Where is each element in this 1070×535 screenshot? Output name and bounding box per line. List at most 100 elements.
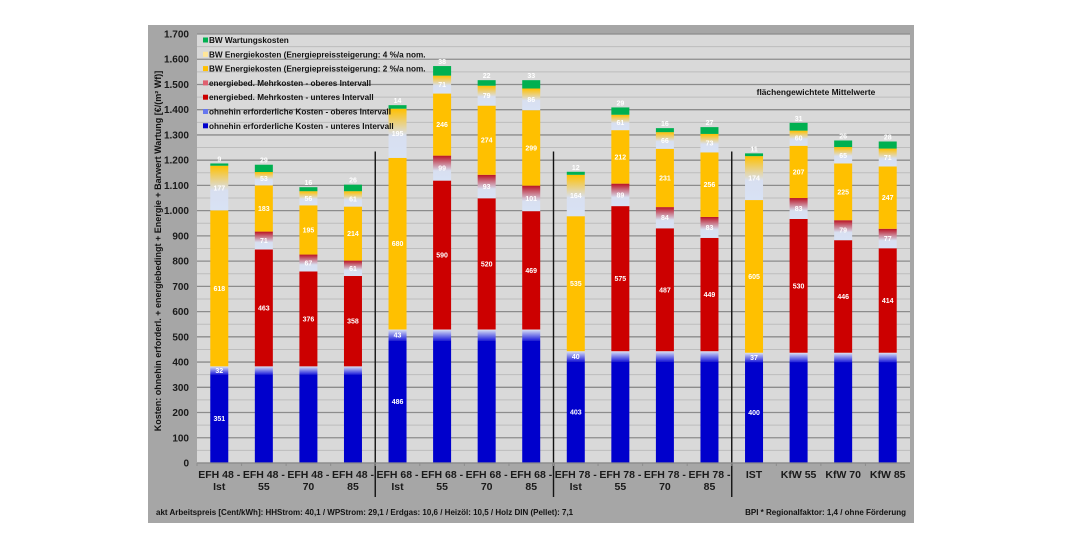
- bar-segment: [388, 105, 407, 109]
- data-label: 61: [616, 120, 624, 127]
- bar-segment: [299, 205, 318, 255]
- bar-segment: [343, 260, 362, 277]
- bar-stack: 414 77 247 71 28: [878, 135, 897, 463]
- data-label: 376: [303, 316, 315, 323]
- y-tick-label: 100: [172, 433, 189, 444]
- y-tick-label: 600: [172, 307, 189, 318]
- data-label: 56: [305, 196, 313, 203]
- x-tick-label: 55: [615, 481, 627, 493]
- data-label: 93: [483, 184, 491, 191]
- bar-stack: 463 71 183 53 29: [254, 158, 273, 463]
- data-label: 214: [347, 231, 359, 238]
- y-tick-label: 200: [172, 408, 189, 419]
- y-tick-label: 400: [172, 358, 189, 369]
- y-tick-label: 800: [172, 257, 189, 268]
- data-label: 22: [483, 73, 491, 80]
- data-label: 590: [436, 253, 448, 260]
- bar-segment: [878, 248, 897, 353]
- bar-segment: [789, 130, 808, 146]
- data-label: 26: [349, 178, 357, 185]
- bar-segment: [566, 174, 585, 217]
- bar-segment: [477, 174, 496, 199]
- y-tick-label: 300: [172, 383, 189, 394]
- x-tick-label: EFH 68 -: [377, 469, 420, 481]
- bar-segment: [343, 366, 362, 375]
- bar-segment: [433, 180, 452, 330]
- bar-segment: [834, 220, 853, 241]
- data-label: 27: [706, 120, 714, 127]
- data-label: 33: [527, 73, 535, 80]
- x-tick-label: KfW 55: [781, 469, 817, 481]
- legend-label: BW Energiekosten (Energiepreissteigerung…: [209, 50, 426, 59]
- data-label: 86: [527, 97, 535, 104]
- bar-segment: [789, 122, 808, 131]
- bar-segment: [878, 166, 897, 229]
- data-label: 403: [570, 410, 582, 417]
- data-label: 38: [438, 59, 446, 66]
- data-label: 16: [305, 180, 313, 187]
- x-tick-label: EFH 78 -: [555, 469, 598, 481]
- bar-segment: [210, 165, 229, 211]
- bar-segment: [611, 361, 630, 463]
- data-label: 575: [615, 276, 627, 283]
- bar-segment: [655, 228, 674, 352]
- bar-segment: [522, 88, 541, 111]
- data-label: 400: [748, 410, 760, 417]
- bar-segment: [522, 329, 541, 341]
- y-tick-label: 1.200: [164, 156, 189, 167]
- x-tick-label: EFH 68 -: [421, 469, 464, 481]
- data-label: 299: [525, 145, 537, 152]
- bar-segment: [878, 148, 897, 167]
- data-label: 29: [616, 100, 624, 107]
- bar-segment: [566, 361, 585, 463]
- data-label: 520: [481, 261, 493, 268]
- y-tick-label: 1.100: [164, 181, 189, 192]
- data-label: 61: [349, 196, 357, 203]
- bar-stack: 446 79 225 65 26: [834, 133, 853, 463]
- bar-segment: [433, 155, 452, 181]
- legend-label: ohnehin erforderliche Kosten - unteres I…: [209, 122, 394, 131]
- x-tick-label: EFH 78 -: [688, 469, 731, 481]
- legend-swatch: [203, 37, 208, 43]
- bar-stack: 575 89 212 61 29: [611, 100, 630, 463]
- x-tick-label: EFH 78 -: [644, 469, 687, 481]
- x-tick-label: Ist: [391, 481, 404, 493]
- bar-segment: [655, 207, 674, 229]
- x-tick-label: 85: [347, 481, 359, 493]
- data-label: 351: [213, 416, 225, 423]
- x-tick-label: Ist: [570, 481, 583, 493]
- data-label: 358: [347, 319, 359, 326]
- bar-stack: 530 83 207 60 31: [789, 116, 808, 463]
- data-label: 31: [795, 116, 803, 123]
- data-label: 67: [305, 261, 313, 268]
- bar-segment: [789, 352, 808, 363]
- bar-segment: [210, 374, 229, 463]
- y-axis-label: Kosten: ohnehin erforderl. + energiebedi…: [153, 71, 163, 431]
- legend-swatch: [203, 51, 208, 57]
- y-tick-label: 0: [183, 459, 189, 470]
- bar-segment: [700, 351, 719, 362]
- data-label: 446: [837, 294, 849, 301]
- bar-segment: [388, 340, 407, 463]
- bar-segment: [745, 362, 764, 463]
- y-tick-label: 500: [172, 332, 189, 343]
- bar-stack: 486 43 680 195 14: [388, 98, 407, 463]
- bar-segment: [745, 352, 764, 363]
- bar-segment: [789, 198, 808, 219]
- data-label: 183: [258, 206, 270, 213]
- bar-segment: [611, 351, 630, 362]
- bar-segment: [299, 254, 318, 272]
- x-tick-label: 70: [303, 481, 315, 493]
- bar-segment: [700, 216, 719, 238]
- bar-segment: [789, 218, 808, 353]
- data-label: 84: [661, 215, 669, 222]
- bar-segment: [611, 130, 630, 184]
- bar-segment: [388, 329, 407, 341]
- bar-segment: [299, 271, 318, 367]
- bar-segment: [254, 366, 273, 375]
- data-label: 29: [260, 158, 268, 165]
- bar-segment: [433, 75, 452, 94]
- bar-segment: [611, 206, 630, 352]
- data-label: 40: [572, 354, 580, 361]
